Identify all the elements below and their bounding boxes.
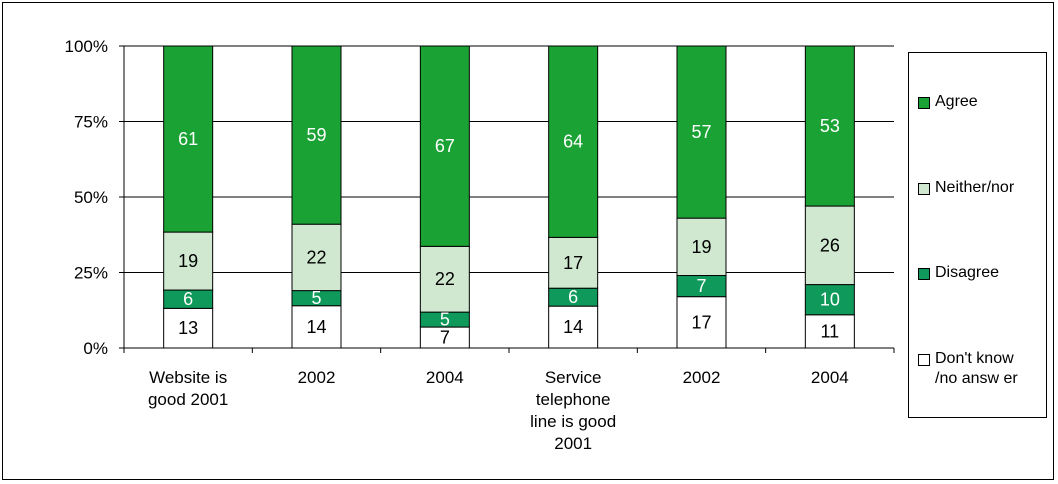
legend-swatch-agree [918,97,930,109]
data-label: 53 [820,116,840,136]
data-label: 17 [563,253,583,273]
data-label: 19 [178,251,198,271]
data-label: 61 [178,129,198,149]
data-label: 17 [691,312,711,332]
data-label: 11 [820,321,839,341]
legend-item-agree: Agree [918,92,1040,112]
x-category-label-line: line is good [530,412,616,431]
legend-swatch-neither [918,183,930,195]
x-category-label: 2002 [298,368,336,387]
legend-item-dont-know: Don't know /no answ er [918,349,1040,389]
x-category-label: 2004 [426,368,464,387]
data-label: 6 [568,287,578,307]
data-label: 5 [440,310,450,330]
x-category-label-line: Service [545,368,602,387]
x-category-label-line: telephone [536,390,611,409]
data-label: 26 [820,235,840,255]
x-category-label-line: 2002 [683,368,721,387]
y-tick-label: 50% [74,188,108,207]
x-category-label-line: Website is [149,368,227,387]
legend-label-agree: Agree [935,92,1040,112]
legend-swatch-disagree [918,268,930,280]
legend-label-neither: Neither/nor [935,178,1040,198]
legend-item-neither: Neither/nor [918,178,1040,198]
data-label: 19 [691,237,711,257]
data-label: 64 [563,132,583,152]
data-label: 7 [440,328,450,348]
data-label: 5 [311,288,321,308]
data-label: 22 [435,269,455,289]
x-category-label-line: 2001 [554,434,592,453]
data-label: 10 [820,290,840,310]
data-label: 7 [696,276,706,296]
data-label: 14 [306,317,326,337]
y-tick-label: 0% [83,339,108,358]
gridlines [124,46,894,273]
x-category-label-line: 2004 [811,368,849,387]
data-label: 22 [306,247,326,267]
x-category-label-line: 2002 [298,368,336,387]
data-label: 67 [435,136,455,156]
x-category-label: 2004 [811,368,849,387]
data-label: 14 [563,317,583,337]
data-label: 6 [183,289,193,309]
data-label: 59 [306,125,326,145]
legend-item-disagree: Disagree [918,263,1040,283]
x-category-label: Website is good 2001 [148,368,228,409]
x-category-label: 2002 [683,368,721,387]
legend-label-disagree: Disagree [935,263,1040,283]
x-category-label: Service telephone line is good 2001 [530,368,616,453]
data-label: 13 [178,318,198,338]
legend-swatch-dont-know [918,354,930,366]
x-category-label-line: good 2001 [148,390,228,409]
y-tick-label: 25% [74,264,108,283]
y-tick-label: 100% [65,37,108,56]
data-labels: 1361961145225975226714617641771957111026… [178,116,840,348]
x-category-label-line: 2004 [426,368,464,387]
y-tick-label: 75% [74,113,108,132]
legend-label-dont-know: Don't know /no answ er [935,349,1040,389]
data-label: 57 [691,122,711,142]
legend: Agree Neither/nor Disagree Don't know /n… [908,52,1047,418]
